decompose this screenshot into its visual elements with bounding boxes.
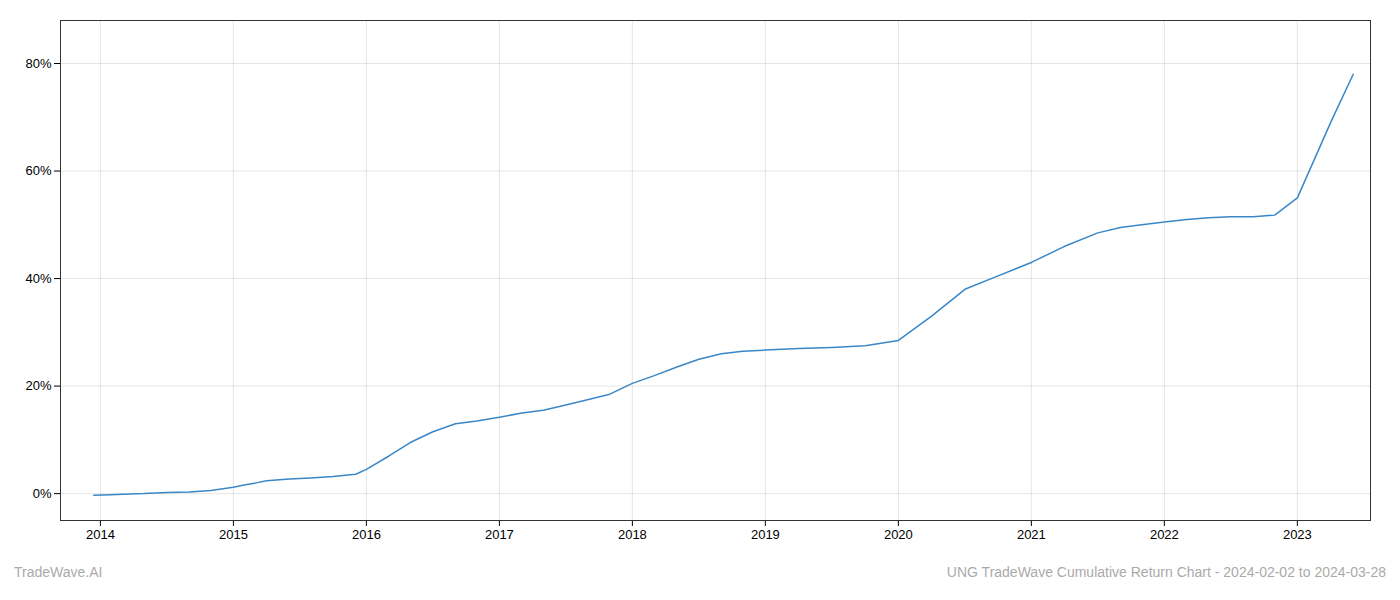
svg-text:2022: 2022 — [1150, 527, 1179, 542]
svg-text:2014: 2014 — [86, 527, 115, 542]
svg-text:2021: 2021 — [1017, 527, 1046, 542]
svg-text:60%: 60% — [25, 163, 51, 178]
svg-text:2023: 2023 — [1283, 527, 1312, 542]
svg-text:40%: 40% — [25, 271, 51, 286]
svg-text:2017: 2017 — [485, 527, 514, 542]
html-text:UNG TradeWave Cumulative Retur: UNG TradeWave Cumulative Return Chart - … — [946, 564, 1386, 580]
svg-text:20%: 20% — [25, 378, 51, 393]
svg-text:0%: 0% — [33, 486, 52, 501]
svg-text:2019: 2019 — [751, 527, 780, 542]
html-text:TradeWave.AI: TradeWave.AI — [14, 564, 103, 580]
svg-text:2015: 2015 — [219, 527, 248, 542]
svg-text:2020: 2020 — [884, 527, 913, 542]
svg-text:2018: 2018 — [618, 527, 647, 542]
svg-text:2016: 2016 — [352, 527, 381, 542]
svg-text:80%: 80% — [25, 56, 51, 71]
